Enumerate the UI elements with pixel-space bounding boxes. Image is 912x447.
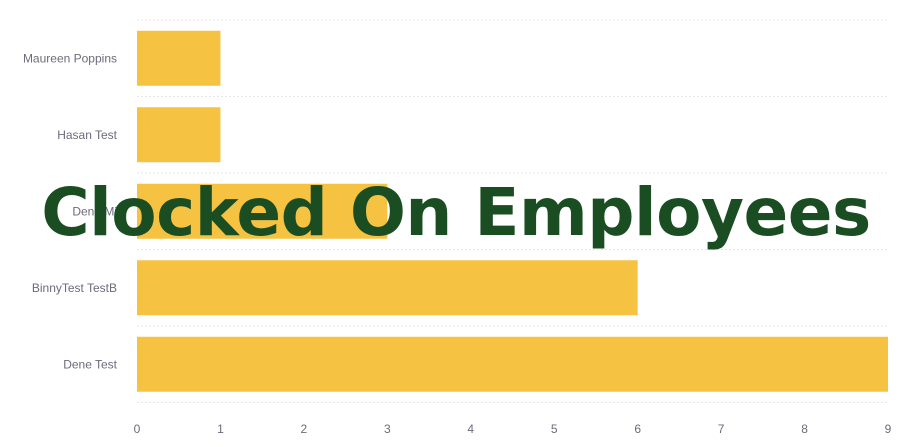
x-tick-label: 5 <box>551 422 558 436</box>
chart-title-overlay: Clocked On Employees <box>41 174 871 251</box>
bar-layer <box>137 30 888 392</box>
category-label: Maureen Poppins <box>23 51 117 65</box>
category-label: Dene Test <box>63 357 117 371</box>
x-tick-label: 0 <box>134 422 141 436</box>
bar[interactable] <box>137 260 638 316</box>
x-tick-label: 1 <box>217 422 224 436</box>
x-tick-label: 8 <box>801 422 808 436</box>
category-label: Dene Mi <box>72 204 117 218</box>
bar[interactable] <box>137 183 388 239</box>
bar[interactable] <box>137 336 888 392</box>
x-tick-label: 6 <box>634 422 641 436</box>
x-tick-label: 9 <box>885 422 892 436</box>
category-label: BinnyTest TestB <box>32 281 117 295</box>
x-tick-label: 2 <box>301 422 308 436</box>
x-tick-label-layer: 0 1 2 3 4 5 6 7 8 9 <box>134 422 892 436</box>
category-label: Hasan Test <box>57 128 117 142</box>
grid-layer <box>137 19 888 403</box>
x-tick-label: 4 <box>467 422 474 436</box>
category-label-layer: Maureen Poppins Hasan Test Dene Mi BinnyTes… <box>23 51 118 371</box>
bar[interactable] <box>137 107 221 163</box>
x-tick-label: 7 <box>718 422 725 436</box>
bar[interactable] <box>137 30 221 86</box>
x-tick-label: 3 <box>384 422 391 436</box>
